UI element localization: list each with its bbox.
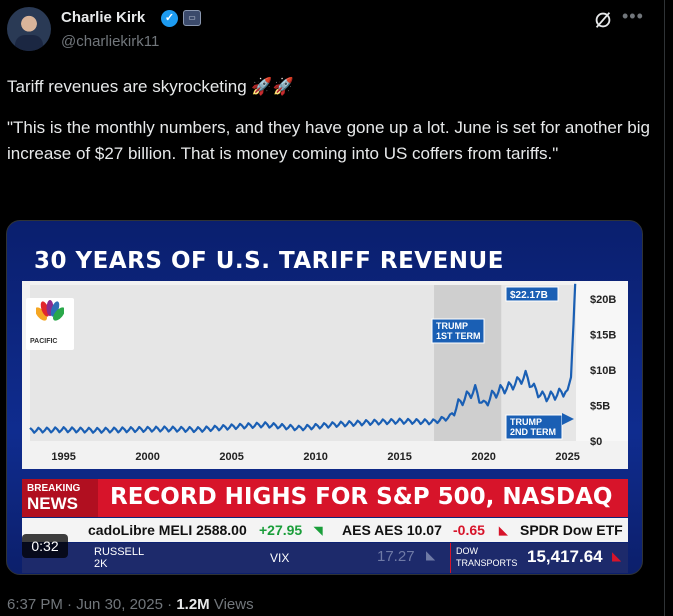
peacock-icon <box>36 300 64 321</box>
x-tick-label: 2015 <box>387 451 411 463</box>
verified-badge-icon[interactable]: ✓ <box>161 10 178 27</box>
trump-second-term-text: TRUMP <box>510 417 542 427</box>
x-tick-label: 2000 <box>135 451 159 463</box>
peak-label-box <box>505 286 559 302</box>
index-value: 15,417.64 <box>527 547 603 566</box>
tweet-line: Tariff revenues are skyrocketing 🚀🚀 <box>7 77 294 96</box>
index-name: VIX <box>270 551 290 565</box>
x-tick-label: 1995 <box>51 451 75 463</box>
column-divider <box>664 0 665 616</box>
y-tick-label: $10B <box>590 365 616 377</box>
ticker-change: -0.65 <box>453 522 485 538</box>
index-value: 17.27 <box>377 548 415 565</box>
x-tick-label: 2005 <box>219 451 243 463</box>
peak-label-text: $22.17B <box>510 290 548 301</box>
avatar[interactable] <box>7 7 51 51</box>
more-options-icon[interactable]: ••• <box>622 6 644 26</box>
breaking-news-bar: BREAKING NEWS RECORD HIGHS FOR S&P 500, … <box>22 479 628 517</box>
author-handle[interactable]: @charliekirk11 <box>61 33 160 50</box>
video-player[interactable]: 30 YEARS OF U.S. TARIFF REVENUE $20B $15B… <box>6 220 643 575</box>
y-tick-label: $0 <box>590 436 602 448</box>
x-tick-label: 2010 <box>303 451 327 463</box>
tweet-meta: 6:37 PM · Jun 30, 2025 · 1.2M Views <box>7 596 254 613</box>
tweet-date[interactable]: Jun 30, 2025 <box>76 596 163 613</box>
trump-first-term-box <box>431 318 485 344</box>
breaking-label: BREAKING <box>27 483 81 494</box>
arrow-icon <box>562 413 574 425</box>
headline: RECORD HIGHS FOR S&P 500, NASDAQ <box>110 484 613 510</box>
ticker-divider <box>450 543 451 573</box>
down-arrow-icon: ◣ <box>499 525 508 537</box>
trump-first-term-text: 1ST TERM <box>436 331 481 341</box>
x-tick-label: 2020 <box>471 451 495 463</box>
meta-separator: · <box>167 596 173 613</box>
index-name: TRANSPORTS <box>456 558 518 568</box>
stock-ticker: cadoLibre MELI 2588.00 +27.95 ◥ AES AES … <box>22 518 628 542</box>
chart-title: 30 YEARS OF U.S. TARIFF REVENUE <box>34 248 504 274</box>
series-line <box>29 283 577 434</box>
logo-caption: PACIFIC <box>30 338 58 345</box>
index-name: DOW <box>456 546 478 556</box>
author-name[interactable]: Charlie Kirk <box>61 9 146 26</box>
views-count[interactable]: 1.2M <box>176 596 210 613</box>
index-name: RUSSELL <box>94 546 145 558</box>
ticker-item: cadoLibre MELI 2588.00 <box>88 522 247 538</box>
y-tick-label: $5B <box>590 401 610 413</box>
tariff-chart: $20B $15B $10B $5B $0 1995 2000 2005 2010 2015 202… <box>22 281 628 469</box>
tweet-header: Charlie Kirk ✓ ▭ @charliekirk11 ••• <box>0 0 673 60</box>
trump-second-term-text: 2ND TERM <box>510 427 556 437</box>
tweet-body: Tariff revenues are skyrocketing 🚀🚀 "Thi… <box>7 74 657 182</box>
chart-panel: $20B $15B $10B $5B $0 1995 2000 2005 2010 2015 202… <box>22 281 628 469</box>
index-name: 2K <box>94 558 108 570</box>
nbc-logo: PACIFIC <box>26 298 74 350</box>
ticker-item: AES AES 10.07 <box>342 522 442 538</box>
down-arrow-icon: ◣ <box>426 548 436 562</box>
views-label: Views <box>213 596 254 613</box>
trump-second-term-box <box>505 414 563 440</box>
y-axis-area <box>576 281 628 469</box>
government-badge-icon[interactable]: ▭ <box>183 10 201 26</box>
shaded-range <box>434 285 502 441</box>
tweet-quote: "This is the monthly numbers, and they h… <box>7 118 650 163</box>
up-arrow-icon: ◥ <box>314 525 323 537</box>
news-label: NEWS <box>27 494 78 513</box>
x-tick-label: 2025 <box>555 451 579 463</box>
down-arrow-icon: ◣ <box>612 549 622 563</box>
index-ticker: RUSSELL 2K VIX 17.27 ◣ DOW TRANSPORTS 15… <box>22 543 628 573</box>
x-axis-area <box>22 441 628 469</box>
trump-first-term-text: TRUMP <box>436 321 468 331</box>
breaking-news-tag: BREAKING NEWS <box>22 479 98 517</box>
meta-separator: · <box>67 596 73 613</box>
ticker-item: SPDR Dow ETF <box>520 522 623 538</box>
ticker-change: +27.95 <box>259 522 303 538</box>
y-tick-label: $20B <box>590 294 616 306</box>
y-tick-label: $15B <box>590 330 616 342</box>
video-duration: 0:32 <box>22 534 68 558</box>
tweet-time[interactable]: 6:37 PM <box>7 596 63 613</box>
grok-icon[interactable] <box>592 9 614 31</box>
